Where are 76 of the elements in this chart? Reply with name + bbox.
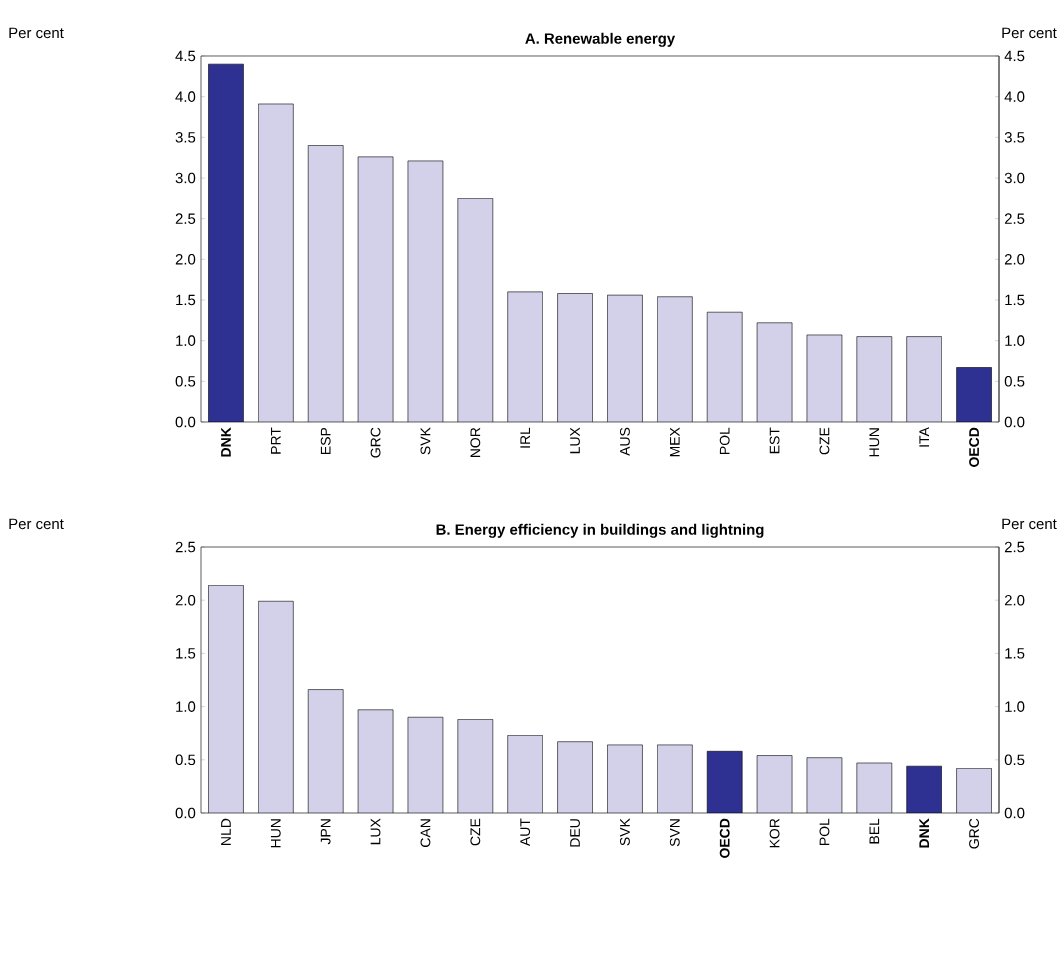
y2-tick-label: 4.5 <box>1004 50 1025 62</box>
y2-tick-label: 3.0 <box>1004 172 1025 184</box>
y-tick-label: 1.5 <box>176 648 196 659</box>
x-tick-label: NOR <box>470 427 481 458</box>
y2-tick-label: 2.0 <box>1004 594 1025 606</box>
x-tick-label: CZE <box>470 818 481 846</box>
x-tick-label: AUS <box>620 427 630 456</box>
y-tick-label: 0.5 <box>175 754 196 766</box>
y2-tick-label: 4.0 <box>1004 91 1025 102</box>
x-tick-label: CZE <box>819 427 830 455</box>
x-tick-label: EST <box>769 427 780 454</box>
x-tick-label: HUN <box>270 819 281 848</box>
bar <box>557 293 593 422</box>
x-tick-label: NLD <box>221 818 231 845</box>
x-tick-label: SVK <box>620 818 630 846</box>
x-tick-label: DEU <box>570 819 580 847</box>
y-tick-label: 2.0 <box>175 254 196 265</box>
y-tick-label: 1.0 <box>176 335 196 346</box>
x-tick-label: ITA <box>919 427 929 447</box>
x-tick-label: OECD <box>969 427 980 467</box>
bar <box>507 291 543 422</box>
x-tick-label: JPN <box>320 819 331 845</box>
y-tick-label: 0.0 <box>175 416 196 428</box>
y2-axis-title: Per cent <box>1002 27 1057 39</box>
bar <box>657 296 693 422</box>
y2-axis-title: Per cent <box>1002 518 1057 530</box>
x-tick-label: BEL <box>869 818 880 844</box>
y2-tick-label: 3.5 <box>1004 132 1025 143</box>
y2-tick-label: 1.5 <box>1005 294 1025 306</box>
y-tick-label: 4.5 <box>175 50 196 62</box>
y-axis-title: Per cent <box>9 27 64 39</box>
x-tick-label: LUX <box>570 427 580 454</box>
y-tick-label: 2.5 <box>175 541 196 553</box>
y2-tick-label: 1.0 <box>1005 335 1025 346</box>
x-tick-label: CAN <box>420 819 431 847</box>
x-tick-label: SVK <box>420 427 431 455</box>
x-tick-label: LUX <box>370 818 381 845</box>
y-tick-label: 2.5 <box>175 213 196 224</box>
y2-tick-label: 1.0 <box>1005 701 1025 712</box>
y2-tick-label: 2.0 <box>1004 254 1025 265</box>
bar <box>258 103 294 422</box>
x-tick-label: DNK <box>221 427 231 457</box>
x-tick-label: OECD <box>719 818 730 858</box>
y2-tick-label: 0.0 <box>1004 807 1025 819</box>
y-tick-label: 2.0 <box>175 594 196 606</box>
x-tick-label: MEX <box>670 427 680 457</box>
chart-title: A. Renewable energy <box>525 32 676 47</box>
y-tick-label: 1.5 <box>176 294 196 306</box>
y2-tick-label: 0.0 <box>1004 416 1025 428</box>
y-tick-label: 0.5 <box>175 376 196 387</box>
x-tick-label: GRC <box>370 427 381 458</box>
x-tick-label: KOR <box>769 818 780 848</box>
y2-tick-label: 2.5 <box>1004 541 1025 553</box>
x-tick-label: HUN <box>869 428 880 457</box>
y2-tick-label: 0.5 <box>1004 754 1025 766</box>
bar <box>956 367 992 422</box>
x-tick-label: GRC <box>969 818 980 849</box>
y-axis-title: Per cent <box>9 518 64 530</box>
x-tick-label: IRL <box>520 427 530 448</box>
y-tick-label: 4.0 <box>175 91 196 102</box>
y-tick-label: 3.0 <box>175 172 196 184</box>
x-tick-label: POL <box>719 427 730 454</box>
x-tick-label: PRT <box>271 427 281 454</box>
x-tick-label: AUT <box>520 818 531 847</box>
x-tick-label: ESP <box>320 427 331 454</box>
x-tick-label: DNK <box>919 818 929 848</box>
y2-tick-label: 0.5 <box>1004 376 1025 387</box>
chart-title: B. Energy efficiency in buildings and lightning <box>436 523 764 538</box>
x-tick-label: POL <box>819 818 830 845</box>
x-tick-label: SVN <box>669 819 680 847</box>
y2-tick-label: 2.5 <box>1004 213 1025 224</box>
bar <box>906 336 942 422</box>
y-tick-label: 0.0 <box>175 807 196 819</box>
y-tick-label: 1.0 <box>176 701 196 712</box>
y2-tick-label: 1.5 <box>1005 648 1025 659</box>
y-tick-label: 3.5 <box>175 132 196 143</box>
